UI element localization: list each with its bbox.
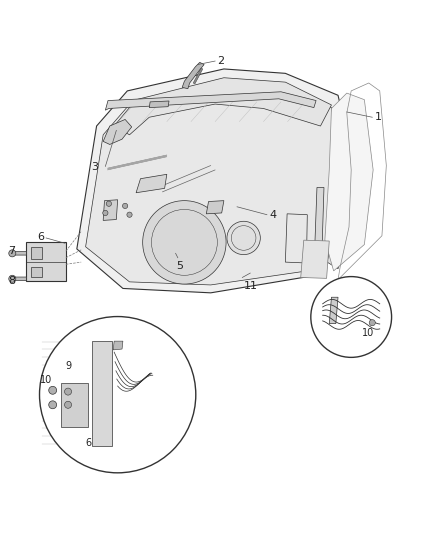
Circle shape bbox=[106, 201, 111, 206]
Polygon shape bbox=[26, 243, 66, 280]
Polygon shape bbox=[85, 83, 341, 285]
Polygon shape bbox=[206, 200, 223, 214]
Polygon shape bbox=[11, 252, 26, 255]
Circle shape bbox=[310, 277, 391, 357]
Polygon shape bbox=[300, 240, 328, 278]
Text: 5: 5 bbox=[176, 261, 183, 271]
Polygon shape bbox=[193, 68, 202, 84]
Circle shape bbox=[9, 275, 16, 282]
Circle shape bbox=[368, 320, 374, 326]
Circle shape bbox=[64, 388, 71, 395]
Text: 6: 6 bbox=[37, 232, 44, 242]
Text: 10: 10 bbox=[361, 328, 374, 338]
Polygon shape bbox=[103, 119, 131, 144]
Polygon shape bbox=[61, 383, 88, 427]
Polygon shape bbox=[285, 214, 307, 263]
Polygon shape bbox=[328, 297, 337, 324]
Polygon shape bbox=[11, 277, 26, 280]
Circle shape bbox=[49, 401, 57, 409]
Polygon shape bbox=[103, 200, 117, 221]
Polygon shape bbox=[31, 247, 42, 259]
Circle shape bbox=[142, 200, 226, 284]
Polygon shape bbox=[77, 69, 350, 293]
Circle shape bbox=[102, 211, 108, 215]
Circle shape bbox=[9, 250, 16, 257]
Polygon shape bbox=[114, 78, 331, 135]
Polygon shape bbox=[324, 93, 372, 271]
Text: 8: 8 bbox=[8, 276, 15, 286]
Polygon shape bbox=[313, 188, 323, 271]
Circle shape bbox=[39, 317, 195, 473]
Polygon shape bbox=[105, 92, 315, 110]
Text: 9: 9 bbox=[65, 361, 71, 371]
Text: 4: 4 bbox=[268, 210, 276, 220]
Text: 2: 2 bbox=[216, 56, 223, 66]
Circle shape bbox=[127, 212, 132, 217]
Text: 11: 11 bbox=[243, 280, 257, 290]
Polygon shape bbox=[149, 101, 169, 108]
Circle shape bbox=[49, 386, 57, 394]
Text: 3: 3 bbox=[91, 162, 98, 172]
Text: 10: 10 bbox=[39, 375, 52, 385]
Polygon shape bbox=[326, 117, 355, 269]
Circle shape bbox=[226, 221, 260, 255]
Text: 1: 1 bbox=[374, 112, 381, 122]
Text: 6: 6 bbox=[85, 438, 92, 448]
Text: 7: 7 bbox=[8, 246, 15, 256]
Polygon shape bbox=[182, 62, 204, 88]
Polygon shape bbox=[31, 266, 42, 277]
Polygon shape bbox=[136, 174, 166, 193]
Polygon shape bbox=[92, 341, 112, 447]
Polygon shape bbox=[113, 341, 123, 350]
Circle shape bbox=[122, 203, 127, 208]
Circle shape bbox=[64, 401, 71, 408]
